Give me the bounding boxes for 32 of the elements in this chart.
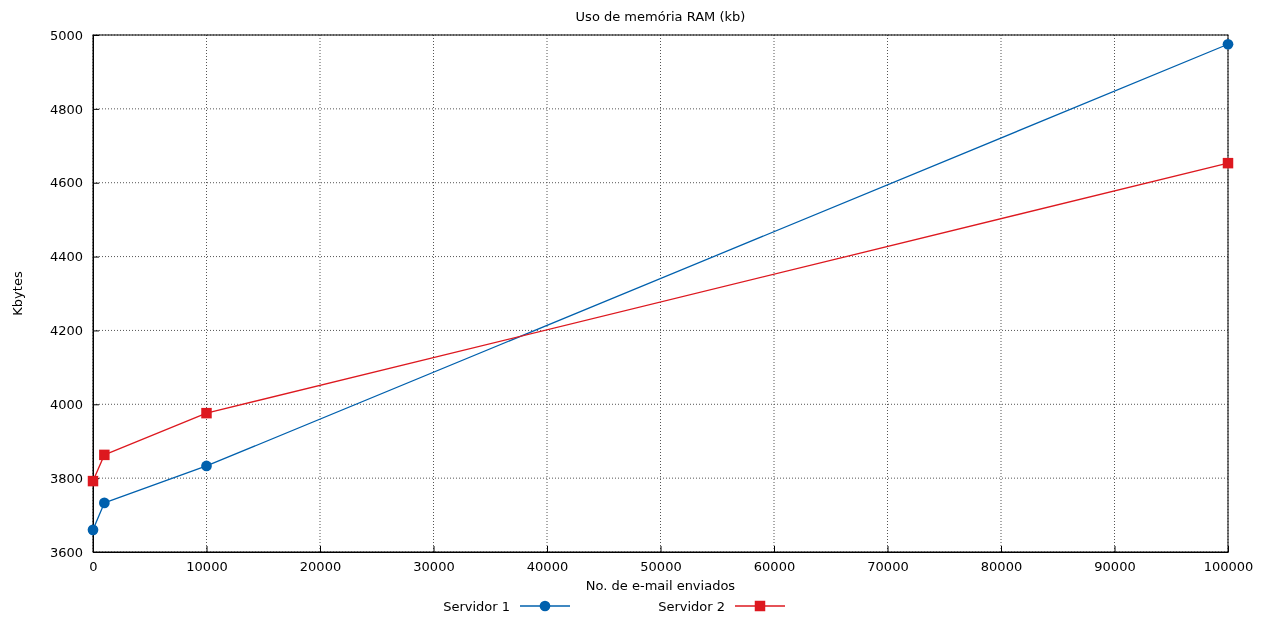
x-tick-label: 0 [89, 559, 98, 575]
point [99, 497, 110, 509]
y-tick-label: 4200 [49, 323, 83, 339]
y-tick-label: 5000 [49, 27, 83, 43]
x-tick-label: 30000 [413, 559, 455, 575]
x-axis-title: No. de e-mail enviados [585, 578, 736, 593]
y-tick-label: 4400 [49, 249, 83, 265]
x-tick-label: 60000 [753, 559, 796, 575]
point [99, 449, 110, 461]
y-tick-label: 4600 [49, 175, 83, 191]
y-axis-title: Kbytes [10, 271, 25, 316]
x-tick-label: 40000 [526, 559, 569, 575]
x-tick-label: 20000 [299, 559, 342, 575]
point [1222, 38, 1234, 50]
y-tick-label: 3800 [49, 470, 83, 486]
x-tick-label: 70000 [867, 559, 909, 575]
chart-title: Uso de memória RAM (kb) [575, 9, 746, 24]
x-tick-label: 80000 [980, 559, 1023, 575]
point [87, 475, 99, 487]
x-tick-label: 100000 [1203, 559, 1254, 575]
point [87, 524, 99, 536]
legend-label: Servidor 1 [443, 599, 510, 614]
y-tick-label: 4000 [49, 396, 83, 412]
y-tick-label: 4800 [49, 101, 83, 117]
x-tick-label: 90000 [1094, 559, 1136, 575]
x-tick-label: 50000 [640, 559, 682, 575]
x-tick-label: 10000 [186, 559, 228, 575]
y-tick-label: 3600 [49, 544, 83, 560]
point [1222, 157, 1234, 169]
point [201, 460, 212, 472]
legend-label: Servidor 2 [658, 599, 725, 614]
point [201, 407, 212, 419]
